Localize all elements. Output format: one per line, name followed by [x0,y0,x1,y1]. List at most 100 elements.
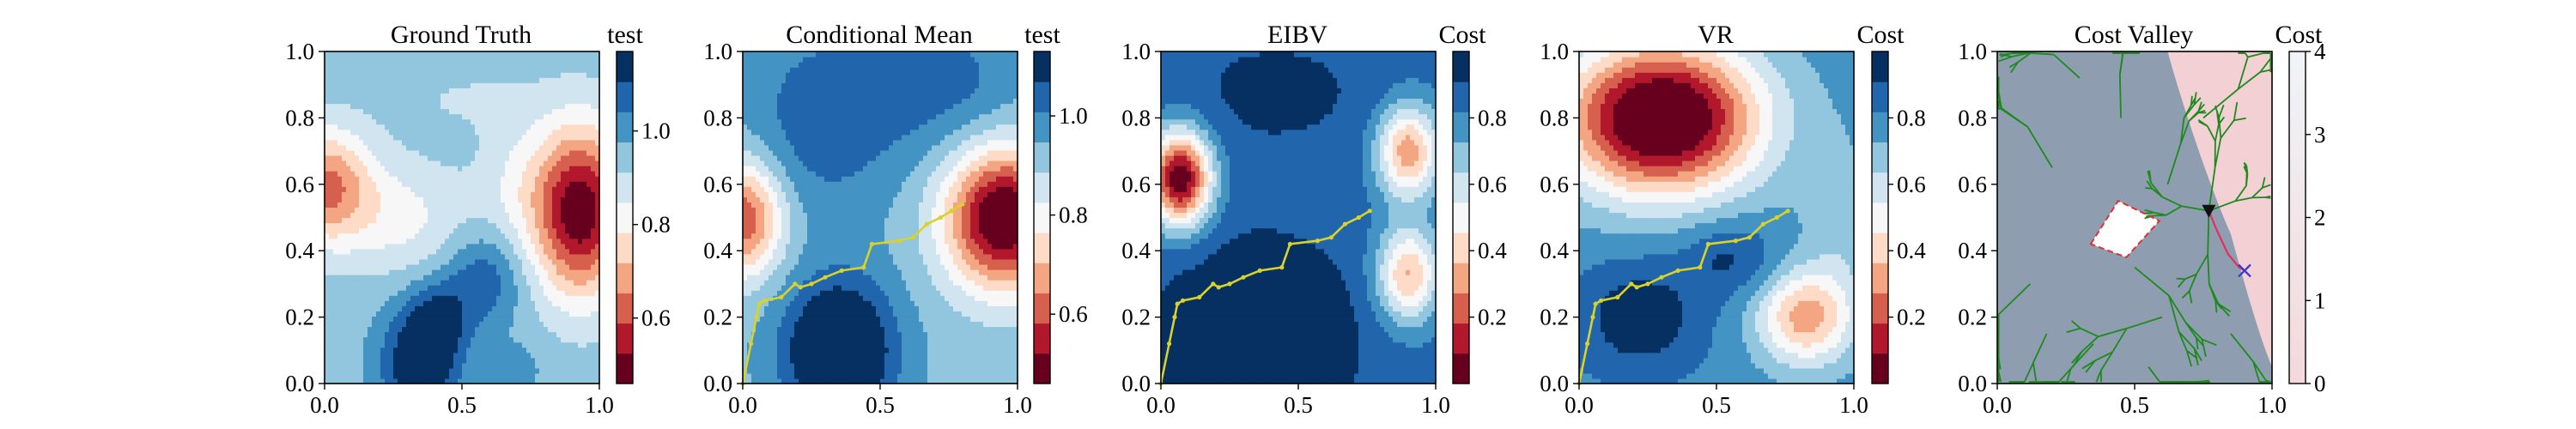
sampling-point [1181,298,1186,303]
y-tick-label: 0.8 [1121,105,1151,130]
colorbar-tick-label: 0.2 [1478,305,1507,330]
x-tick-label: 1.0 [1421,392,1450,418]
high-cost-region [2167,51,2272,367]
colorbar-segment [1872,263,1888,293]
y-tick-label: 0.4 [285,238,314,263]
colorbar-segment [1872,172,1888,203]
colorbar-tick-label: 4 [2314,39,2326,64]
sampling-point [1698,265,1703,270]
y-tick-label: 0.2 [703,305,732,330]
sampling-point [896,239,902,244]
panel-title: Cost Valley [2075,21,2194,49]
colorbar-segment [1034,323,1050,354]
sampling-point [938,214,943,221]
x-tick-label: 0.5 [447,392,477,418]
x-tick-label: 0.5 [2120,392,2149,418]
colorbar-tick-label: 0.8 [1059,202,1088,228]
sampling-point [1216,285,1221,290]
colorbar: 0.6 0.8 1.0 [1033,51,1088,384]
sampling-point [960,202,965,207]
x-tick-label: 0.0 [1146,392,1176,418]
sampling-point [1279,265,1285,270]
colorbar-segment [1872,293,1888,324]
sampling-point [1760,221,1765,227]
overlay [1997,52,2272,384]
sampling-point [1257,268,1262,273]
x-tick-label: 0.5 [1702,392,1731,418]
colorbar-tick-label: 0.6 [1897,172,1926,197]
sampling-point [1733,239,1738,244]
colorbar-segment [1034,112,1050,143]
heatmap-field [1579,51,1855,384]
colorbar-tick-label: 0.8 [1478,105,1507,130]
y-tick-label: 1.0 [285,39,314,64]
sampling-point [1615,294,1620,299]
colorbar-segment [1034,202,1050,233]
sampling-point [1172,315,1177,320]
colorbar-tick-label: 2 [2314,205,2326,231]
colorbar: 0.2 0.4 0.6 0.8 [1871,51,1926,384]
sampling-point [1645,281,1650,287]
y-tick-label: 0.0 [285,371,314,396]
panel-title: VR [1698,21,1734,49]
colorbar-segment [1453,51,1469,82]
sampling-point [861,265,866,270]
colorbar-segment [1034,353,1050,384]
axes: 0.0 0.5 1.0 0.0 0.2 0.4 0.6 0.8 1.0 [1540,39,1868,418]
colorbar-segment [1453,82,1469,112]
obstacle-outline [2089,199,2161,259]
y-tick-label: 0.4 [1958,238,1987,263]
sampling-point [756,301,762,306]
colorbar-segment [1034,263,1050,293]
colorbar-segment [1872,112,1888,143]
heatmap-field [1161,51,1437,384]
heatmap-field [743,51,1018,384]
sampling-point [1356,214,1361,221]
sampling-point [1197,294,1202,299]
colorbar-segment [1453,263,1469,293]
agent-marker [2202,204,2216,218]
colorbar-segment [1872,202,1888,233]
colorbar: 0.6 0.8 1.0 [616,51,671,384]
sampling-path [1159,209,1370,384]
planned-path [2208,210,2245,272]
colorbar-segment [1872,353,1888,384]
x-tick-label: 0.0 [310,392,339,418]
y-tick-label: 0.8 [1540,105,1569,130]
y-tick-label: 0.2 [285,305,314,330]
colorbar-tick-label: 3 [2314,122,2326,148]
panel-eibv: EIBV Cost 0.20.40.60.8 0.0 0.5 1.00.00.20.… [1121,21,1507,418]
overlay [1158,208,1372,386]
x-tick-label: 0.5 [1284,392,1313,418]
x-tick-label: 1.0 [2257,392,2287,418]
y-tick-label: 0.0 [1121,371,1151,396]
colorbar-segment [1872,233,1888,263]
colorbar-title: Cost [1856,21,1905,49]
colorbar-segment [617,112,633,143]
y-tick-label: 0.6 [1121,172,1151,197]
colorbar-tick-label: 0.6 [641,305,671,331]
panel-title: Ground Truth [391,21,532,49]
sampling-point [1747,235,1752,240]
sampling-point [1634,285,1639,290]
colorbar-frame [616,51,634,384]
sampling-point [1175,301,1180,306]
sampling-point [839,268,844,273]
y-tick-label: 0.0 [703,371,732,396]
colorbar-segment [1034,172,1050,203]
sampling-point [1287,241,1292,247]
y-tick-label: 0.8 [285,105,314,130]
colorbar-tick-label: 0.4 [1478,238,1507,263]
heatmap-field [325,51,600,384]
sampling-point [924,221,929,227]
colorbar-segment [617,172,633,203]
panel-ground-truth: Ground Truth test 0.60.81.0 0.0 0.5 1.00.0… [285,21,671,418]
sampling-point [1342,221,1347,227]
axes: 0.0 0.5 1.0 0.0 0.2 0.4 0.6 0.8 1.0 [1121,39,1450,418]
x-tick-label: 1.0 [1003,392,1032,418]
sampling-point [1315,239,1320,244]
sampling-point [1241,275,1246,280]
colorbar-gradient [2288,51,2306,384]
sampling-point [798,285,803,290]
